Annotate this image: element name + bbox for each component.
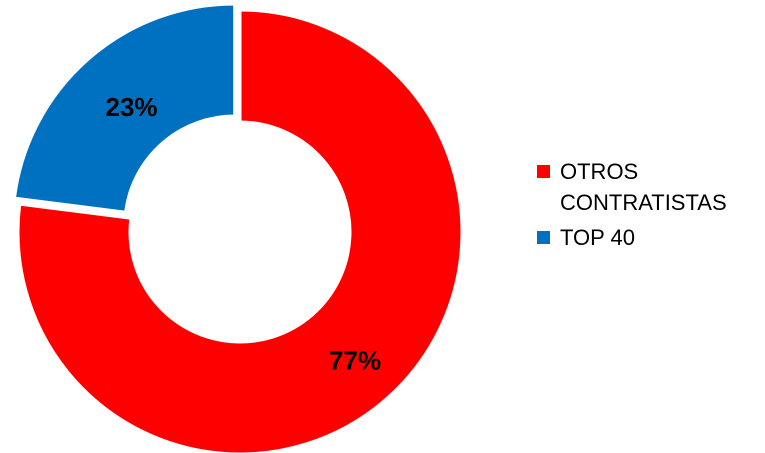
donut-slices <box>12 2 464 453</box>
slice-otros-contratistas <box>16 8 464 453</box>
legend-swatch-otros-contratistas <box>537 165 550 178</box>
legend-swatch-top-40 <box>537 231 550 244</box>
legend-item-otros-contratistas: OTROS CONTRATISTAS <box>537 156 757 218</box>
legend: OTROS CONTRATISTAS TOP 40 <box>537 156 757 257</box>
data-label-otros-contratistas: 77% <box>329 345 381 375</box>
legend-label-otros-contratistas: OTROS CONTRATISTAS <box>560 159 727 215</box>
slice-top-40 <box>12 2 237 214</box>
legend-item-top-40: TOP 40 <box>537 222 757 253</box>
data-labels: 77% 23% <box>106 92 382 376</box>
legend-label-top-40: TOP 40 <box>560 225 636 250</box>
data-label-top-40: 23% <box>106 92 158 122</box>
